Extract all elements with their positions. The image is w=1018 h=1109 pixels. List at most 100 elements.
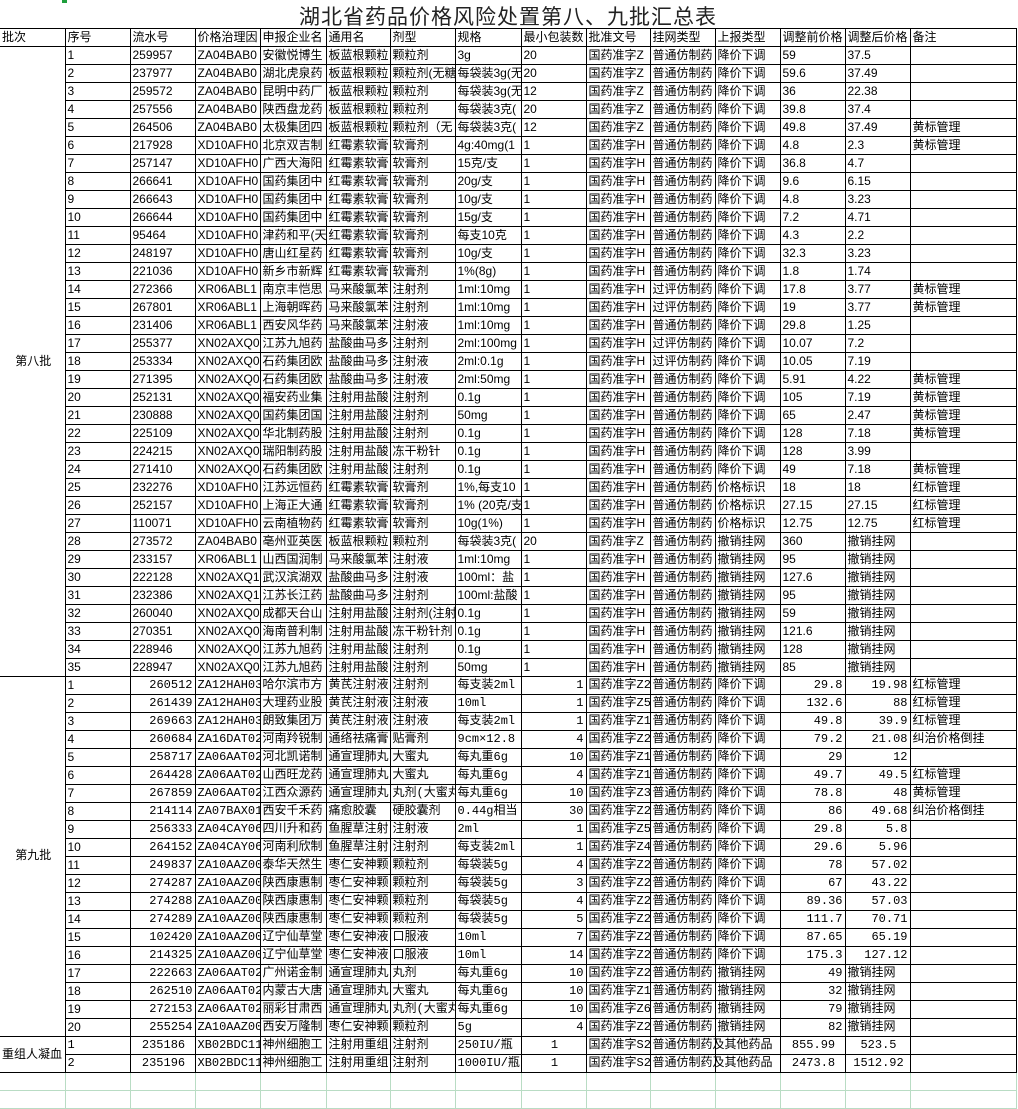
cell-approval-no[interactable]: 国药准字H	[585, 604, 651, 623]
header-generic-name[interactable]: 通用名	[326, 28, 391, 47]
cell-price-before[interactable]: 128	[779, 640, 846, 659]
cell-spec[interactable]: 0.1g	[454, 622, 522, 641]
cell-company[interactable]: 陕西康惠制	[259, 874, 327, 893]
cell-dosage-form[interactable]: 颗粒剂	[389, 46, 456, 65]
cell-spec[interactable]: 0.1g	[454, 442, 522, 461]
cell-listing-type[interactable]: 普通仿制药	[649, 1018, 716, 1037]
empty-cell[interactable]	[194, 1090, 261, 1109]
cell-min-pack[interactable]: 12	[520, 82, 587, 101]
cell-price-before[interactable]: 67	[779, 874, 846, 893]
cell-governance-code[interactable]: ZA12HAH03	[194, 694, 261, 713]
cell-serial-no[interactable]: 232386	[129, 586, 196, 605]
cell-report-type[interactable]: 降价下调	[714, 460, 781, 479]
cell-spec[interactable]: 每丸重6g	[454, 982, 522, 1001]
cell-dosage-form[interactable]: 软膏剂	[389, 244, 456, 263]
cell-report-type[interactable]: 撤销挂网	[714, 622, 781, 641]
cell-company[interactable]: 河南羚锐制	[259, 730, 327, 749]
cell-remark[interactable]: 黄标管理	[909, 388, 1017, 407]
cell-seq[interactable]: 25	[64, 478, 131, 497]
cell-dosage-form[interactable]: 大蜜丸	[389, 766, 456, 785]
cell-listing-type[interactable]: 普通仿制药	[649, 118, 716, 137]
cell-remark[interactable]: 黄标管理	[909, 280, 1017, 299]
cell-approval-no[interactable]: 国药准字H	[585, 262, 651, 281]
cell-price-before[interactable]: 95	[779, 586, 846, 605]
cell-listing-type[interactable]: 普通仿制药	[649, 514, 716, 533]
cell-price-before[interactable]: 29.8	[779, 316, 846, 335]
cell-serial-no[interactable]: 261439	[129, 694, 196, 713]
cell-spec[interactable]: 每支装2ml	[454, 712, 522, 731]
cell-generic-name[interactable]: 注射用盐酸	[325, 442, 391, 461]
cell-seq[interactable]: 19	[64, 370, 131, 389]
empty-cell[interactable]	[844, 1072, 911, 1091]
cell-seq[interactable]: 1	[64, 1036, 131, 1055]
cell-company[interactable]: 神州细胞工	[259, 1054, 327, 1073]
cell-generic-name[interactable]: 通宣理肺丸	[325, 982, 391, 1001]
cell-approval-no[interactable]: 国药准字H	[585, 136, 651, 155]
cell-spec[interactable]: 每袋装5g	[454, 856, 522, 875]
cell-serial-no[interactable]: 253334	[129, 352, 196, 371]
cell-company[interactable]: 河南利欣制	[259, 838, 327, 857]
cell-generic-name[interactable]: 通络祛痛膏	[325, 730, 391, 749]
cell-dosage-form[interactable]: 软膏剂	[389, 262, 456, 281]
cell-listing-type[interactable]: 普通仿制药	[649, 442, 716, 461]
cell-spec[interactable]: 0.44g相当	[454, 802, 522, 821]
cell-company[interactable]: 唐山红星药	[259, 244, 327, 263]
empty-cell[interactable]	[325, 1072, 391, 1091]
cell-approval-no[interactable]: 国药准字H	[585, 550, 651, 569]
cell-generic-name[interactable]: 盐酸曲马多	[325, 334, 391, 353]
cell-approval-no[interactable]: 国药准字H	[585, 280, 651, 299]
cell-price-before[interactable]: 4.3	[779, 226, 846, 245]
cell-listing-type[interactable]: 普通仿制药	[649, 838, 716, 857]
cell-price-after[interactable]: 撤销挂网	[844, 622, 911, 641]
cell-seq[interactable]: 15	[64, 298, 131, 317]
cell-min-pack[interactable]: 20	[520, 64, 587, 83]
cell-spec[interactable]: 10g/支	[454, 190, 522, 209]
cell-min-pack[interactable]: 1	[520, 352, 587, 371]
cell-generic-name[interactable]: 注射用盐酸	[325, 640, 391, 659]
cell-serial-no[interactable]: 272153	[129, 1000, 196, 1019]
cell-report-type[interactable]: 降价下调	[714, 820, 781, 839]
cell-dosage-form[interactable]: 注射剂	[389, 424, 456, 443]
cell-governance-code[interactable]: ZA12HAH03	[194, 676, 261, 695]
cell-serial-no[interactable]: 252131	[129, 388, 196, 407]
cell-price-before[interactable]: 49.7	[779, 766, 846, 785]
cell-price-before[interactable]: 29.8	[779, 676, 846, 695]
cell-min-pack[interactable]: 1	[520, 298, 587, 317]
cell-generic-name[interactable]: 注射用盐酸	[325, 424, 391, 443]
cell-price-before[interactable]: 175.3	[779, 946, 846, 965]
cell-dosage-form[interactable]: 软膏剂	[389, 226, 456, 245]
cell-remark[interactable]	[909, 1000, 1017, 1019]
cell-remark[interactable]	[909, 856, 1017, 875]
cell-price-after[interactable]: 5.96	[844, 838, 911, 857]
cell-min-pack[interactable]: 1	[520, 838, 587, 857]
cell-generic-name[interactable]: 马来酸氯苯	[325, 280, 391, 299]
cell-seq[interactable]: 28	[64, 532, 131, 551]
cell-approval-no[interactable]: 国药准字H	[585, 190, 651, 209]
cell-serial-no[interactable]: 256333	[129, 820, 196, 839]
header-batch[interactable]: 批次	[0, 28, 66, 47]
cell-listing-type[interactable]: 普通仿制药	[649, 730, 716, 749]
cell-price-before[interactable]: 855.99	[779, 1036, 846, 1055]
cell-approval-no[interactable]: 国药准字H	[585, 496, 651, 515]
cell-price-after[interactable]: 7.2	[844, 334, 911, 353]
header-governance-code[interactable]: 价格治理因	[195, 28, 261, 47]
cell-price-before[interactable]: 49.8	[779, 712, 846, 731]
cell-price-before[interactable]: 29.6	[779, 838, 846, 857]
cell-listing-type[interactable]: 普通仿制药	[649, 640, 716, 659]
cell-generic-name[interactable]: 枣仁安神颗	[325, 910, 391, 929]
cell-price-after[interactable]: 6.15	[844, 172, 911, 191]
cell-approval-no[interactable]: 国药准字Z	[585, 532, 651, 551]
cell-remark[interactable]	[909, 316, 1017, 335]
cell-spec[interactable]: 2ml	[454, 820, 522, 839]
cell-price-before[interactable]: 78.8	[779, 784, 846, 803]
empty-cell[interactable]	[649, 1090, 716, 1109]
cell-price-after[interactable]: 12.75	[844, 514, 911, 533]
cell-price-after[interactable]: 127.12	[844, 946, 911, 965]
cell-report-type[interactable]: 降价下调	[714, 334, 781, 353]
cell-price-after[interactable]: 1.74	[844, 262, 911, 281]
cell-company[interactable]: 南京丰恺思	[259, 280, 327, 299]
cell-seq[interactable]: 18	[64, 982, 131, 1001]
cell-approval-no[interactable]: 国药准字H	[585, 478, 651, 497]
cell-approval-no[interactable]: 国药准字H	[585, 622, 651, 641]
cell-dosage-form[interactable]: 颗粒剂	[389, 874, 456, 893]
